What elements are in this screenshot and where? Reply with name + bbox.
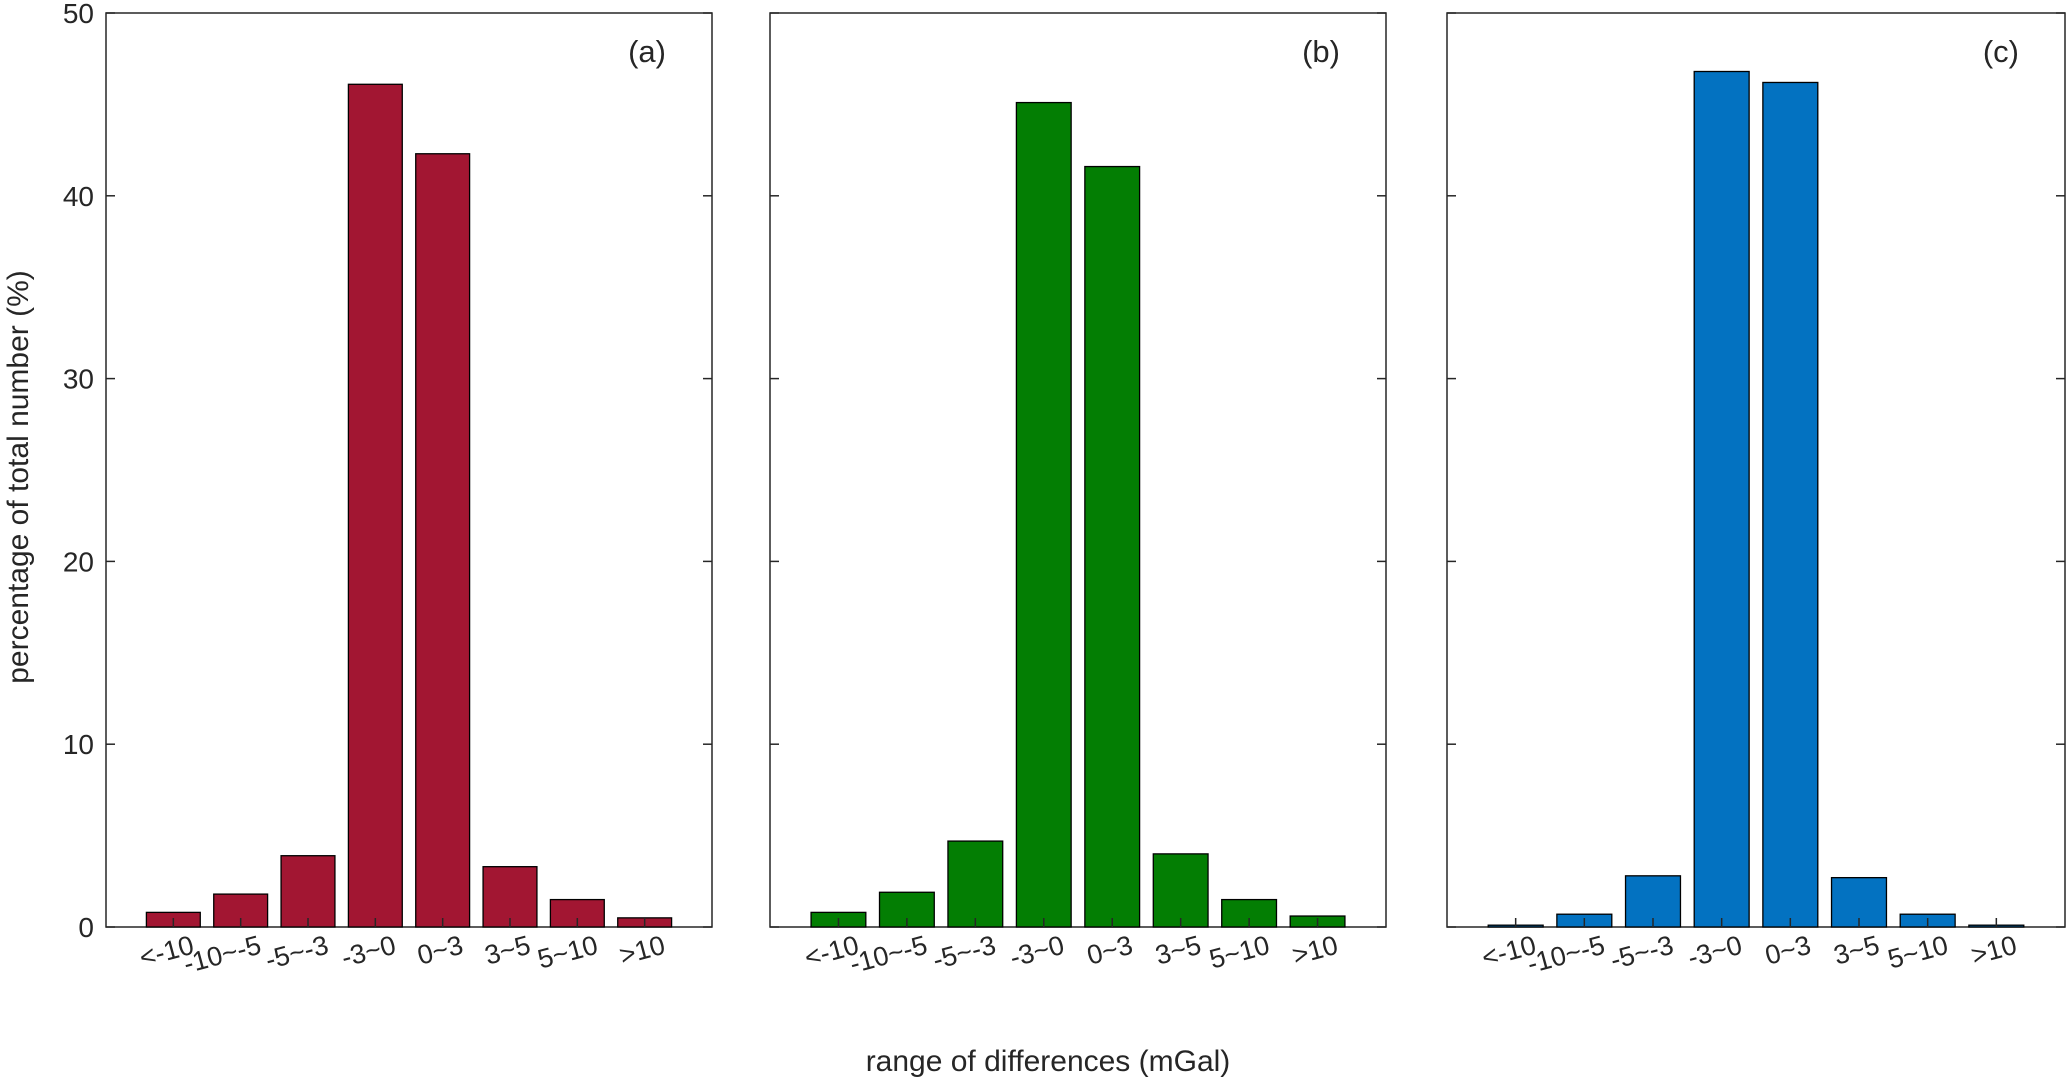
- x-tick-label: 3~5: [1152, 930, 1204, 971]
- bar: [1152, 853, 1209, 928]
- bar: [347, 83, 403, 928]
- axes-box: [1446, 12, 2066, 928]
- y-tick-label: 10: [63, 729, 94, 760]
- panel-label: (c): [1983, 34, 2019, 69]
- x-tick-label: 5~10: [534, 930, 601, 975]
- y-tick-label: 50: [63, 0, 94, 29]
- x-tick-label: >10: [1289, 930, 1341, 971]
- bar: [1015, 101, 1072, 928]
- x-tick-label: -3~0: [1007, 930, 1068, 973]
- chart-panel-b: <-10-10~-5 -5~-3 -3~0 0~3 3~5 5~10 >10(b): [769, 12, 1387, 979]
- x-tick-label: -5~-3: [262, 930, 331, 975]
- x-tick-label: 5~10: [1206, 930, 1273, 975]
- x-tick-label: >10: [616, 930, 668, 971]
- bar: [1762, 81, 1819, 928]
- y-tick-label: 0: [78, 912, 94, 943]
- y-tick-label: 20: [63, 546, 94, 577]
- x-tick-label: 3~5: [482, 930, 534, 971]
- bar: [1693, 70, 1750, 928]
- axes-box: [769, 12, 1387, 928]
- x-tick-label: 0~3: [414, 930, 466, 971]
- x-tick-label: -10~-5: [847, 930, 931, 979]
- x-tick-label: 0~3: [1762, 930, 1814, 971]
- x-tick-label: -10~-5: [1524, 930, 1608, 979]
- x-tick-label: -5~-3: [1607, 930, 1676, 975]
- panel-label: (a): [628, 34, 666, 69]
- y-tick-label: 40: [63, 181, 94, 212]
- y-tick-label: 30: [63, 364, 94, 395]
- chart-panel-c: <-10-10~-5 -5~-3 -3~0 0~3 3~5 5~10 >10(c): [1446, 12, 2066, 979]
- bar: [280, 855, 336, 928]
- y-axis-title: percentage of total number (%): [2, 270, 35, 684]
- x-tick-label: 3~5: [1831, 930, 1883, 971]
- x-tick-label: -10~-5: [180, 930, 264, 979]
- panel-label: (b): [1302, 34, 1340, 69]
- bar: [1084, 165, 1141, 928]
- x-tick-label: >10: [1968, 930, 2020, 971]
- x-tick-label: -3~0: [338, 930, 399, 973]
- bar: [947, 840, 1004, 928]
- bar: [482, 866, 538, 928]
- x-tick-label: 5~10: [1885, 930, 1952, 975]
- x-tick-label: -3~0: [1685, 930, 1746, 973]
- x-tick-label: -5~-3: [929, 930, 998, 975]
- bar: [415, 153, 471, 928]
- x-tick-label: 0~3: [1084, 930, 1136, 971]
- x-axis-title: range of differences (mGal): [866, 1045, 1231, 1078]
- axes-box: [105, 12, 713, 928]
